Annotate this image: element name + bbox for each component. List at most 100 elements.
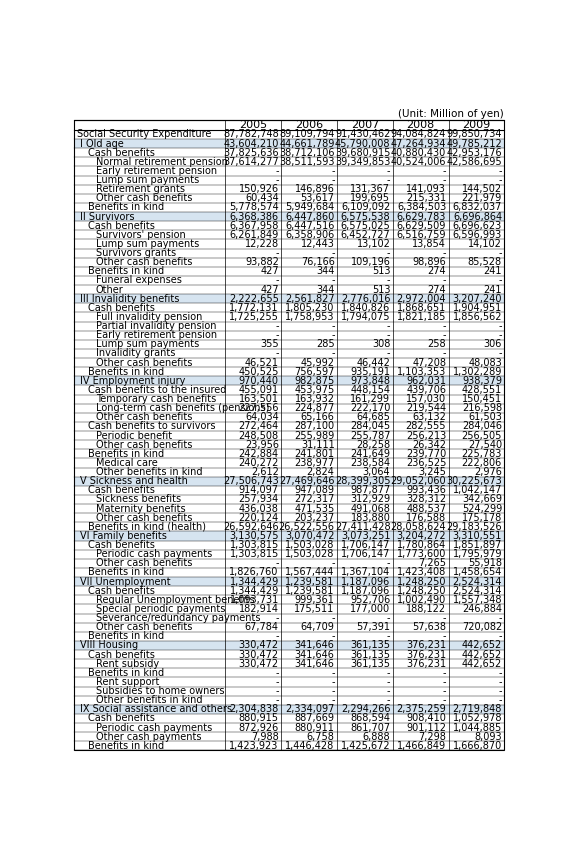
Bar [74, 532, 504, 540]
Text: 12,443: 12,443 [301, 239, 335, 249]
Text: 47,264,934: 47,264,934 [390, 139, 446, 149]
Text: 2,972,004: 2,972,004 [397, 294, 446, 304]
Text: 6,109,092: 6,109,092 [341, 203, 390, 213]
Text: Survivors' pension: Survivors' pension [96, 230, 186, 240]
Text: 1,503,028: 1,503,028 [285, 549, 335, 559]
Text: 3,073,251: 3,073,251 [341, 531, 390, 541]
Text: 524,299: 524,299 [462, 504, 502, 514]
Text: -: - [387, 349, 390, 358]
Text: 6,832,037: 6,832,037 [453, 203, 502, 213]
Text: 31,111: 31,111 [301, 439, 335, 450]
Text: 219,544: 219,544 [406, 404, 446, 413]
Text: -: - [387, 175, 390, 186]
Text: 26,592,646: 26,592,646 [223, 522, 279, 532]
Text: 513: 513 [372, 267, 390, 276]
Text: 30,225,673: 30,225,673 [446, 476, 502, 486]
Text: Funeral expenses: Funeral expenses [96, 275, 182, 286]
Text: 161,299: 161,299 [350, 394, 390, 404]
Text: 2,524,314: 2,524,314 [453, 586, 502, 596]
Text: 2008: 2008 [407, 120, 435, 130]
Text: 37,825,636: 37,825,636 [223, 148, 279, 157]
Text: 1,805,230: 1,805,230 [285, 303, 335, 313]
Text: 306: 306 [484, 339, 502, 350]
Text: 2,524,314: 2,524,314 [453, 576, 502, 587]
Text: 257,934: 257,934 [239, 494, 279, 504]
Text: 1,503,028: 1,503,028 [285, 540, 335, 550]
Text: 361,135: 361,135 [350, 640, 390, 651]
Text: 27,469,646: 27,469,646 [279, 476, 335, 486]
Text: Lump sum payments: Lump sum payments [96, 339, 199, 350]
Text: 221,979: 221,979 [462, 193, 502, 203]
Text: 256,505: 256,505 [462, 431, 502, 440]
Bar [74, 139, 504, 148]
Text: 109,196: 109,196 [351, 257, 390, 268]
Text: 2005: 2005 [239, 120, 267, 130]
Text: -: - [443, 175, 446, 186]
Text: 330,472: 330,472 [239, 640, 279, 651]
Text: 880,915: 880,915 [239, 713, 279, 723]
Text: Benefits in kind: Benefits in kind [88, 568, 164, 577]
Text: Subsidies to home owners: Subsidies to home owners [96, 686, 224, 696]
Text: 1,567,444: 1,567,444 [285, 568, 335, 577]
Text: -: - [443, 330, 446, 340]
Text: 2,304,838: 2,304,838 [229, 705, 279, 714]
Text: 99,850,734: 99,850,734 [447, 129, 502, 139]
Text: 6,447,860: 6,447,860 [285, 212, 335, 221]
Text: 1,773,600: 1,773,600 [397, 549, 446, 559]
Text: 3,207,240: 3,207,240 [453, 294, 502, 304]
Text: 5,949,684: 5,949,684 [285, 203, 335, 213]
Text: Other cash benefits: Other cash benefits [96, 193, 192, 203]
Text: 1,856,562: 1,856,562 [453, 312, 502, 322]
Bar [74, 212, 504, 221]
Text: 3,064: 3,064 [363, 467, 390, 477]
Text: 48,083: 48,083 [468, 357, 502, 368]
Text: 175,511: 175,511 [294, 604, 335, 614]
Text: -: - [499, 248, 502, 258]
Text: 64,685: 64,685 [356, 412, 390, 422]
Text: 43,604,210: 43,604,210 [224, 139, 279, 149]
Text: 3,204,272: 3,204,272 [397, 531, 446, 541]
Text: -: - [331, 631, 335, 641]
Text: 442,652: 442,652 [462, 640, 502, 651]
Text: -: - [331, 686, 335, 696]
Text: Other cash benefits: Other cash benefits [96, 439, 192, 450]
Text: 6,358,906: 6,358,906 [285, 230, 335, 240]
Text: 241: 241 [484, 267, 502, 276]
Text: 962,031: 962,031 [406, 376, 446, 386]
Text: -: - [275, 175, 279, 186]
Text: 29,183,526: 29,183,526 [446, 522, 502, 532]
Text: -: - [387, 668, 390, 678]
Text: 2,976: 2,976 [474, 467, 502, 477]
Text: VI Family benefits: VI Family benefits [81, 531, 167, 541]
Text: -: - [499, 613, 502, 623]
Text: 285: 285 [316, 339, 335, 350]
Text: -: - [443, 275, 446, 286]
Text: 935,191: 935,191 [350, 367, 390, 377]
Text: 1,794,075: 1,794,075 [341, 312, 390, 322]
Text: 28,058,624: 28,058,624 [390, 522, 446, 532]
Text: 39,349,853: 39,349,853 [335, 156, 390, 167]
Text: Early retirement pension: Early retirement pension [96, 330, 217, 340]
Text: -: - [499, 677, 502, 687]
Text: 341,646: 341,646 [295, 650, 335, 659]
Text: 1,851,897: 1,851,897 [453, 540, 502, 550]
Text: 238,977: 238,977 [294, 458, 335, 468]
Text: -: - [387, 330, 390, 340]
Text: Periodic cash payments: Periodic cash payments [96, 722, 212, 733]
Text: -: - [499, 166, 502, 176]
Text: 914,097: 914,097 [239, 486, 279, 495]
Text: 44,661,789: 44,661,789 [279, 139, 335, 149]
Text: -: - [387, 321, 390, 331]
Text: 872,926: 872,926 [239, 722, 279, 733]
Text: 47,208: 47,208 [412, 357, 446, 368]
Text: 6,596,993: 6,596,993 [453, 230, 502, 240]
Text: I Old age: I Old age [81, 139, 124, 149]
Text: 274: 274 [428, 267, 446, 276]
Text: 37,614,277: 37,614,277 [223, 156, 279, 167]
Text: Cash benefits: Cash benefits [88, 650, 155, 659]
Text: 45,992: 45,992 [301, 357, 335, 368]
Text: 376,231: 376,231 [406, 640, 446, 651]
Text: 6,452,727: 6,452,727 [340, 230, 390, 240]
Text: IX Social assistance and others: IX Social assistance and others [81, 705, 232, 714]
Text: Benefits in kind: Benefits in kind [88, 631, 164, 641]
